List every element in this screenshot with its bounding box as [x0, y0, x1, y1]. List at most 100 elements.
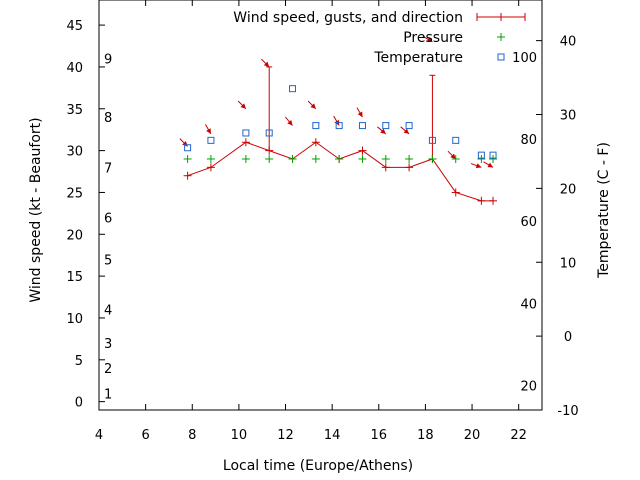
y-tick-label: 40 — [66, 61, 83, 76]
temperature-point — [358, 122, 366, 130]
wind-arrow-head — [357, 111, 363, 118]
wind-arrow-head — [380, 128, 386, 134]
y-tick-label: 5 — [75, 354, 83, 369]
wind-direction-arrow — [179, 138, 188, 147]
temperature-point — [242, 129, 250, 137]
wind-arrow-head — [426, 37, 433, 42]
pressure-point — [206, 154, 215, 163]
wind-arrow-head — [475, 163, 482, 169]
wind-gust-bar — [266, 66, 273, 151]
temperature-point — [265, 129, 273, 137]
pressure-point — [489, 154, 498, 163]
wind-direction-arrow — [356, 107, 363, 118]
wind-speed-line — [187, 141, 494, 202]
beaufort-label: 5 — [104, 253, 112, 268]
wind-point — [311, 138, 320, 147]
beaufort-label: 4 — [104, 304, 112, 319]
wind-direction-arrow — [483, 161, 494, 168]
temperature-point — [382, 122, 390, 130]
y2-tick-label: -10 — [557, 404, 578, 419]
legend-label-wind: Wind speed, gusts, and direction — [233, 10, 463, 26]
beaufort-label: 2 — [104, 362, 112, 377]
y2-tick-label: 30 — [560, 109, 577, 124]
y-tick-label: 35 — [66, 103, 83, 118]
pressure-point — [358, 154, 367, 163]
beaufort-label: 3 — [104, 337, 112, 352]
temperature-point — [452, 136, 460, 144]
y-tick-label: 10 — [66, 312, 83, 327]
y-axis-right: -10 0 10 20 30 40 — [536, 35, 579, 419]
beaufort-scale: 1 2 3 4 5 6 7 8 9 — [104, 53, 112, 403]
wind-direction-arrow — [400, 126, 410, 135]
y-tick-label: 25 — [66, 186, 83, 201]
temperature-point — [184, 144, 192, 152]
temperature-point — [335, 122, 343, 130]
beaufort-label: 7 — [104, 161, 112, 176]
legend-swatch-pressure — [497, 33, 505, 41]
pressure-point — [241, 154, 250, 163]
legend-label-temperature: Temperature — [373, 50, 463, 66]
x-tick-label: 6 — [141, 428, 149, 443]
wind-arrow-head — [263, 61, 270, 67]
y2-tick-label: 10 — [560, 256, 577, 271]
beaufort-label: 6 — [104, 212, 112, 227]
y-tick-label: 0 — [75, 396, 83, 411]
fahrenheit-scale: 20 40 60 80 100 — [512, 51, 537, 395]
wind-direction-arrow — [470, 163, 482, 169]
beaufort-label: 1 — [104, 387, 112, 402]
y-tick-label: 45 — [66, 19, 83, 34]
plot-frame — [98, 0, 543, 411]
pressure-point — [405, 154, 414, 163]
wind-direction-arrow — [422, 35, 433, 43]
x-tick-label: 16 — [371, 428, 388, 443]
temperature-point — [428, 136, 436, 144]
x-axis-label: Local time (Europe/Athens) — [223, 458, 413, 474]
pressure-point — [265, 154, 274, 163]
fahrenheit-label: 40 — [520, 298, 537, 313]
wind-direction-arrow — [447, 150, 457, 160]
wind-direction-arrow — [237, 100, 247, 110]
series-layer — [179, 35, 498, 205]
wind-point — [183, 171, 192, 180]
wind-direction-arrow — [307, 100, 317, 110]
wind-point — [206, 163, 215, 172]
x-tick-label: 4 — [95, 428, 103, 443]
temperature-point — [289, 85, 297, 93]
wind-point — [477, 196, 486, 205]
y-tick-label: 15 — [66, 270, 83, 285]
x-tick-label: 10 — [231, 428, 248, 443]
y-axis-left: 0 5 10 15 20 25 30 35 40 45 — [66, 19, 105, 411]
x-tick-label: 8 — [188, 428, 196, 443]
x-tick-label: 18 — [417, 428, 434, 443]
fahrenheit-label: 80 — [520, 133, 537, 148]
legend-label-pressure: Pressure — [403, 30, 463, 46]
y2-tick-label: 40 — [560, 35, 577, 50]
wind-direction-arrow — [204, 124, 212, 135]
pressure-point — [381, 154, 390, 163]
wind-gust-bar — [429, 74, 436, 159]
fahrenheit-label: 20 — [520, 380, 537, 395]
y-tick-label: 30 — [66, 145, 83, 160]
y2-axis-label: Temperature (C - F) — [596, 142, 612, 279]
y-axis-label: Wind speed (kt - Beaufort) — [28, 117, 44, 302]
x-tick-label: 22 — [510, 428, 527, 443]
temperature-point — [405, 122, 413, 130]
wind-point — [451, 188, 460, 197]
temperature-point — [489, 151, 497, 159]
fahrenheit-label: 100 — [512, 51, 537, 66]
temperature-point — [312, 122, 320, 130]
wind-arrow-head — [310, 103, 316, 109]
temperature-point — [207, 136, 215, 144]
x-axis: 4 6 8 10 12 14 16 18 20 22 — [95, 0, 527, 443]
x-tick-label: 12 — [277, 428, 294, 443]
wind-arrow-head — [487, 162, 494, 168]
pressure-point — [311, 154, 320, 163]
y2-tick-label: 0 — [564, 330, 572, 345]
wind-direction-arrow — [285, 116, 293, 126]
wind-arrow-head — [240, 103, 246, 109]
wind-arrow-head — [450, 153, 456, 159]
wind-arrow-head — [403, 128, 410, 134]
wind-arrow-head — [206, 128, 211, 134]
wind-direction-arrow — [261, 58, 270, 68]
